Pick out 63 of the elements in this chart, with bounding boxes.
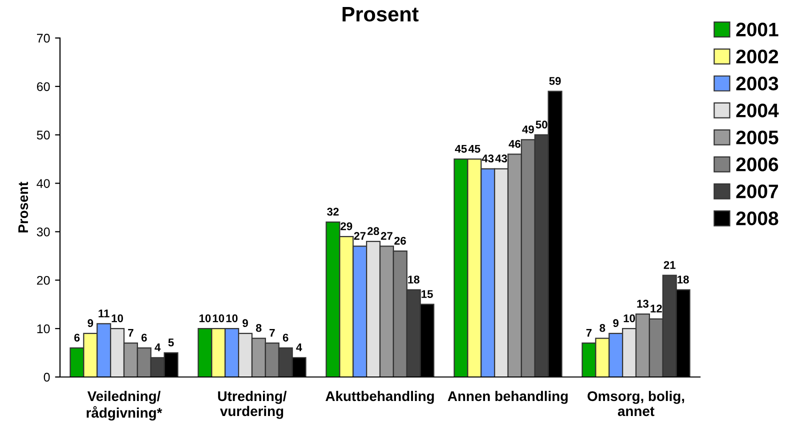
data-label: 7: [586, 328, 592, 337]
legend-label: 2007: [736, 184, 778, 198]
data-label: 27: [354, 232, 366, 240]
data-label: 45: [454, 144, 467, 153]
x-tick-label: Annen behandling: [448, 390, 568, 404]
y-tick-label: 70: [37, 34, 50, 43]
legend-label: 2004: [736, 104, 779, 118]
data-label: 10: [112, 314, 124, 322]
data-label: 8: [256, 324, 262, 332]
data-label: 7: [128, 328, 134, 337]
data-label: 21: [664, 261, 676, 269]
data-label: 27: [380, 232, 392, 240]
legend-label: 2003: [736, 76, 778, 90]
y-tick-label: 40: [36, 179, 50, 188]
data-label: 12: [650, 304, 662, 312]
data-label: 50: [536, 120, 548, 128]
data-label: 18: [678, 276, 689, 284]
y-tick-label: 30: [36, 228, 50, 236]
legend-label: 2006: [736, 158, 778, 172]
y-tick-label: 20: [37, 276, 50, 285]
data-label: 43: [482, 154, 494, 162]
legend-label: 2005: [736, 130, 778, 144]
x-tick-label: Veiledning/ rådgivning*: [86, 390, 162, 421]
legend-label: 2008: [736, 212, 778, 226]
data-label: 10: [624, 314, 636, 322]
y-axis-title: Prosent: [18, 182, 28, 232]
y-tick-label: 0: [44, 372, 50, 382]
legend-label: 2001: [736, 22, 778, 36]
data-label: 10: [226, 314, 238, 322]
data-label: 9: [242, 319, 248, 328]
data-label: 10: [212, 314, 224, 322]
data-label: 9: [88, 319, 94, 328]
data-label: 9: [613, 319, 619, 328]
x-tick-label: Akuttbehandling: [326, 390, 434, 404]
data-label: 11: [98, 310, 110, 318]
data-label: 59: [549, 77, 561, 85]
data-label: 45: [468, 144, 480, 153]
data-label: 18: [408, 276, 420, 284]
data-label: 46: [508, 140, 520, 148]
data-label: 7: [270, 328, 275, 337]
y-tick-label: 50: [36, 130, 50, 140]
data-label: 6: [141, 334, 147, 342]
y-tick-label: 60: [37, 82, 50, 92]
data-label: 15: [422, 290, 433, 298]
data-label: 8: [600, 324, 606, 332]
chart-title: Prosent: [342, 7, 419, 22]
data-label: 4: [154, 344, 161, 352]
data-label: 4: [296, 344, 302, 352]
data-label: 32: [327, 208, 339, 216]
x-tick-label: Utredning/ vurdering: [218, 390, 287, 419]
data-label: 29: [340, 222, 352, 230]
data-label: 49: [522, 125, 534, 134]
data-label: 28: [367, 227, 380, 236]
x-tick-label: Omsorg, bolig, annet: [588, 390, 684, 416]
data-label: 26: [394, 236, 406, 245]
data-label: 13: [637, 300, 648, 308]
y-tick-label: 10: [37, 324, 50, 334]
data-label: 6: [74, 334, 80, 342]
legend-label: 2002: [736, 50, 778, 64]
data-label: 5: [168, 338, 174, 346]
data-label: 10: [199, 314, 211, 322]
data-label: 43: [495, 154, 508, 162]
data-label: 6: [282, 334, 288, 342]
